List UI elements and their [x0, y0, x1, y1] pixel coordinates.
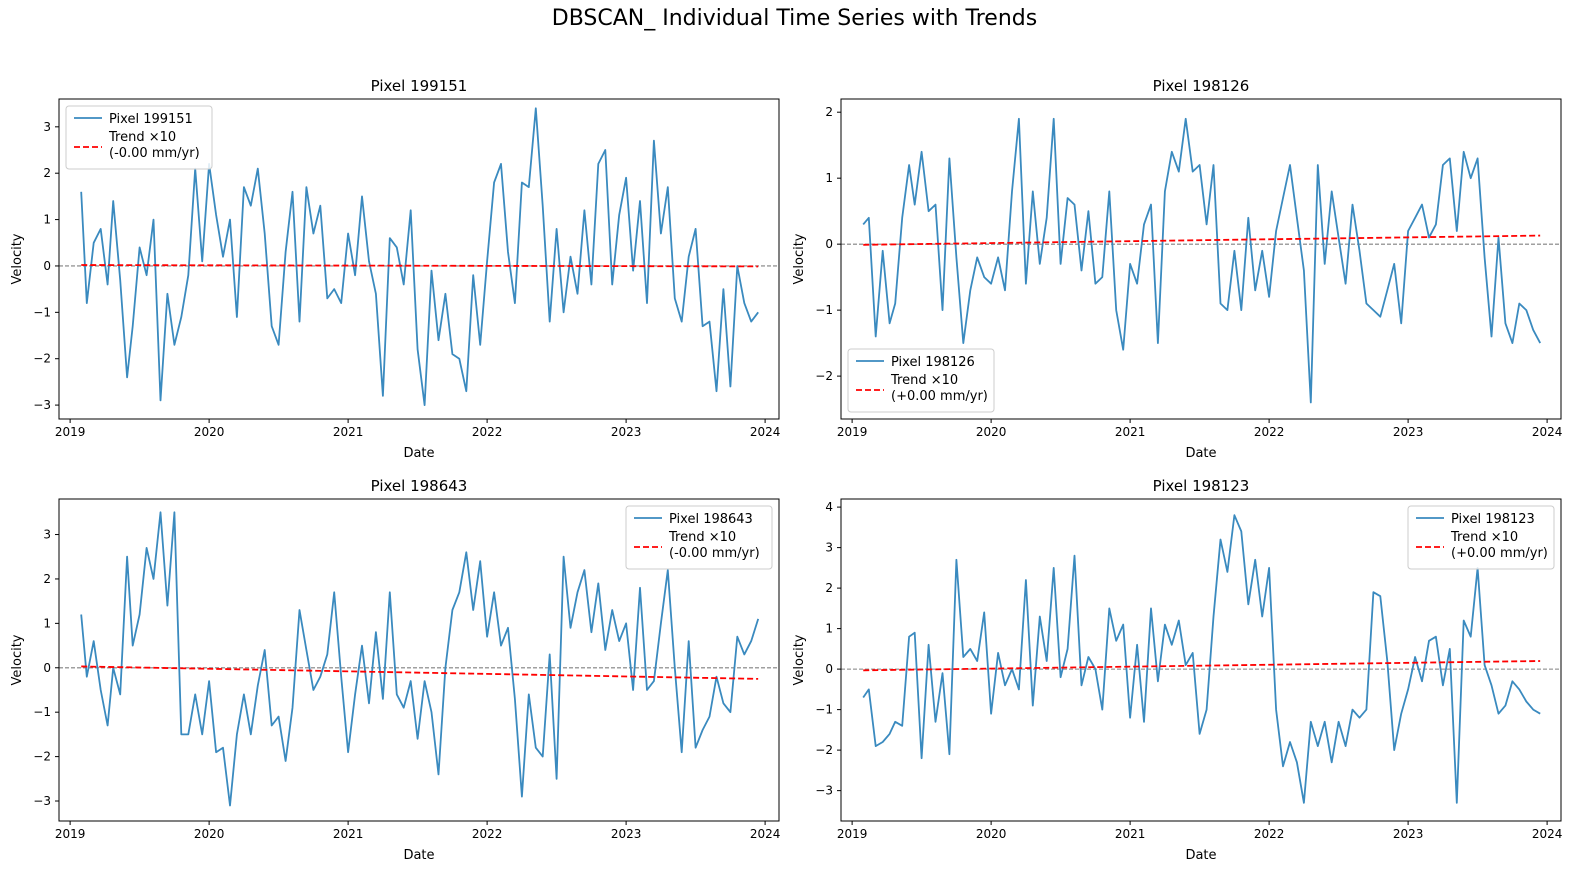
y-tick-label: −3 [815, 784, 833, 798]
y-tick-label: −2 [815, 743, 833, 757]
legend-series-label: Pixel 198123 [1451, 512, 1535, 527]
x-tick-label: 2023 [1393, 827, 1424, 841]
subplot-title: Pixel 198123 [1153, 477, 1250, 495]
axes-frame [58, 498, 780, 822]
subplot-title: Pixel 198643 [371, 477, 468, 495]
axes-frame [840, 498, 1562, 822]
axes-frame [840, 98, 1562, 420]
y-tick-label: 4 [825, 500, 833, 514]
x-tick-label: 2019 [55, 827, 86, 841]
y-tick-label: −1 [33, 305, 51, 319]
legend-box [847, 348, 995, 413]
x-tick-label: 2020 [194, 425, 225, 439]
y-tick-label: 1 [43, 213, 51, 227]
y-tick-label: 2 [825, 581, 833, 595]
x-tick-label: 2023 [611, 827, 642, 841]
x-tick-label: 2022 [472, 827, 503, 841]
y-tick-label: 3 [825, 541, 833, 555]
x-axis-label: Date [1185, 446, 1216, 461]
x-axis-label: Date [403, 848, 434, 863]
legend-trend-label: Trend ×10 [668, 530, 736, 545]
x-tick-label: 2023 [611, 425, 642, 439]
legend-trend-label: Trend ×10 [890, 373, 958, 388]
legend-box [65, 105, 213, 170]
axes-frame [58, 98, 780, 420]
legend-trend-rate: (+0.00 mm/yr) [891, 389, 988, 404]
y-tick-label: −1 [815, 703, 833, 717]
y-tick-label: −3 [33, 398, 51, 412]
y-axis-label: Velocity [792, 634, 807, 685]
y-tick-label: 1 [43, 616, 51, 630]
x-tick-label: 2021 [1115, 827, 1146, 841]
x-tick-label: 2020 [976, 827, 1007, 841]
x-tick-label: 2021 [333, 827, 364, 841]
x-tick-label: 2024 [1532, 425, 1563, 439]
x-tick-label: 2019 [837, 425, 868, 439]
y-tick-label: −2 [33, 750, 51, 764]
y-tick-label: 0 [825, 662, 833, 676]
legend-trend-label: Trend ×10 [1450, 530, 1518, 545]
y-tick-label: −2 [815, 369, 833, 383]
y-tick-label: 1 [825, 622, 833, 636]
y-tick-label: 0 [825, 237, 833, 251]
legend-trend-rate: (-0.00 mm/yr) [109, 146, 200, 161]
series-line [80, 107, 759, 407]
y-tick-label: 0 [43, 259, 51, 273]
series-line [862, 514, 1541, 804]
legend-series-label: Pixel 199151 [109, 112, 193, 127]
series-line [862, 117, 1541, 404]
y-tick-label: 1 [825, 171, 833, 185]
x-tick-label: 2024 [1532, 827, 1563, 841]
y-axis-label: Velocity [10, 634, 25, 685]
y-tick-label: 2 [825, 105, 833, 119]
y-tick-label: −3 [33, 794, 51, 808]
x-tick-label: 2020 [976, 425, 1007, 439]
series-line [80, 511, 760, 807]
x-tick-label: 2020 [194, 827, 225, 841]
legend-series-label: Pixel 198643 [669, 512, 753, 527]
legend-trend-rate: (+0.00 mm/yr) [1451, 546, 1548, 561]
trend-line [863, 660, 1541, 672]
x-tick-label: 2019 [55, 425, 86, 439]
x-axis-label: Date [1185, 848, 1216, 863]
trend-line [81, 665, 759, 680]
x-tick-label: 2024 [750, 425, 781, 439]
x-tick-label: 2022 [472, 425, 503, 439]
x-tick-label: 2024 [750, 827, 781, 841]
legend-trend-label: Trend ×10 [108, 130, 176, 145]
x-tick-label: 2022 [1254, 827, 1285, 841]
y-tick-label: 3 [43, 120, 51, 134]
x-tick-label: 2021 [1115, 425, 1146, 439]
y-axis-label: Velocity [10, 233, 25, 284]
legend-series-label: Pixel 198126 [891, 355, 975, 370]
legend-trend-rate: (-0.00 mm/yr) [669, 546, 760, 561]
subplot-title: Pixel 199151 [371, 77, 468, 95]
x-tick-label: 2023 [1393, 425, 1424, 439]
y-tick-label: 2 [43, 572, 51, 586]
legend-box [625, 505, 773, 570]
x-tick-label: 2021 [333, 425, 364, 439]
y-tick-label: −1 [33, 705, 51, 719]
legend-box [1407, 505, 1555, 570]
y-tick-label: 0 [43, 661, 51, 675]
figure-title: DBSCAN_ Individual Time Series with Tren… [551, 6, 1038, 31]
x-axis-label: Date [403, 446, 434, 461]
y-tick-label: 3 [43, 528, 51, 542]
y-tick-label: −1 [815, 303, 833, 317]
y-axis-label: Velocity [792, 233, 807, 284]
x-tick-label: 2019 [837, 827, 868, 841]
y-tick-label: 2 [43, 166, 51, 180]
trend-line [81, 264, 759, 268]
trend-line [863, 234, 1541, 246]
y-tick-label: −2 [33, 352, 51, 366]
x-tick-label: 2022 [1254, 425, 1285, 439]
subplot-title: Pixel 198126 [1153, 77, 1250, 95]
